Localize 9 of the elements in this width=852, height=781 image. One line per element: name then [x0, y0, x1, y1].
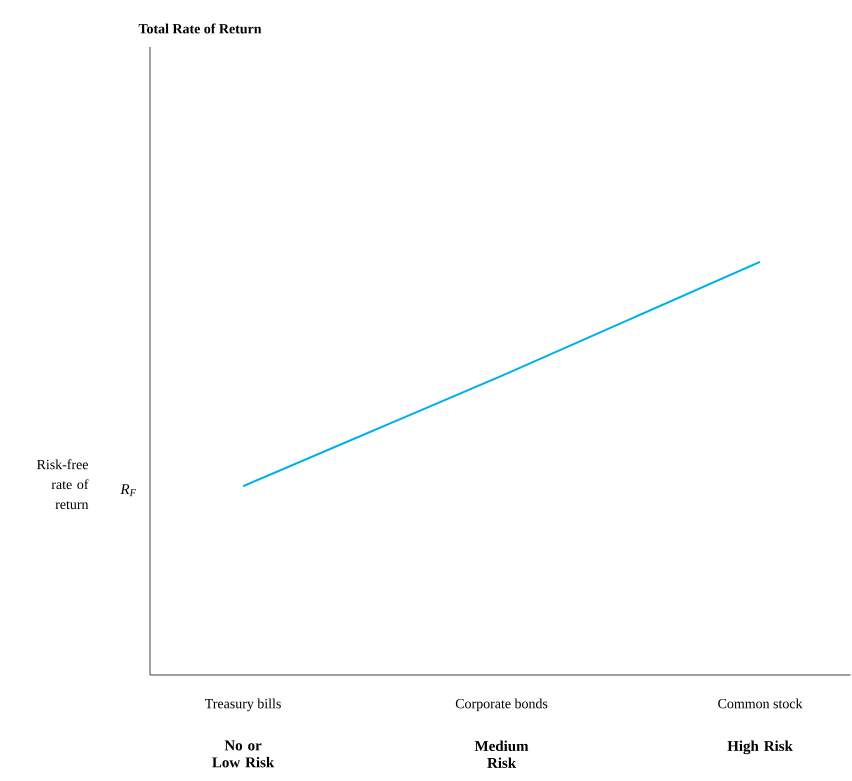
- x-tick-label: Common stock: [718, 698, 803, 708]
- text: R$_{F}$: [120, 484, 136, 496]
- chart-title: Total Rate of Return: [138, 23, 262, 34]
- text: High Risk: [728, 740, 793, 754]
- x-tick-label: Treasury bills: [205, 698, 281, 712]
- text: No or Low Risk: [212, 740, 274, 768]
- text: Medium Risk: [474, 740, 528, 768]
- text: Risk-free rate of return: [36, 459, 88, 510]
- x-tick-label: Corporate bonds: [456, 698, 548, 712]
